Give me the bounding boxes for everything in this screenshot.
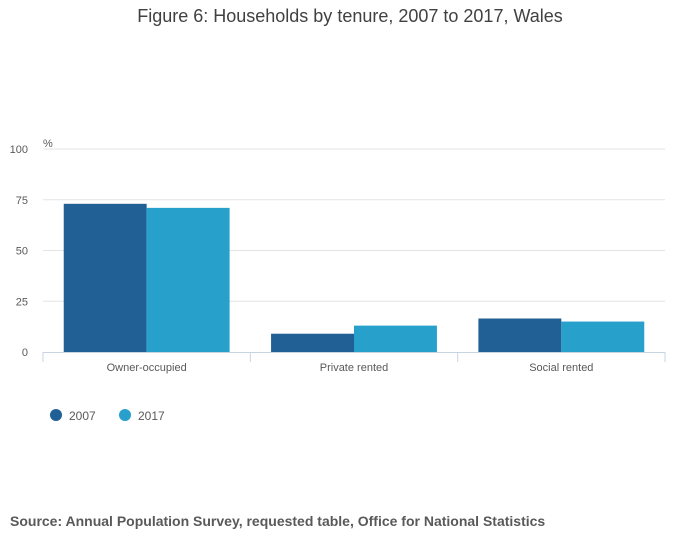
y-tick-label: 25 (16, 296, 28, 308)
bar-2007-social-rented (478, 318, 562, 352)
y-tick-label: 75 (16, 195, 28, 207)
source-note: Source: Annual Population Survey, reques… (10, 513, 546, 529)
y-tick-label: 0 (22, 347, 28, 359)
x-tick-label: Private rented (320, 362, 388, 374)
y-axis: 0 25 50 75 100 (10, 144, 28, 359)
bar-2017-private-rented (354, 325, 437, 352)
bar-2007-private-rented (271, 333, 354, 352)
bars (63, 203, 645, 352)
x-tick-label: Social rented (529, 362, 593, 374)
legend-label: 2007 (69, 409, 96, 423)
legend-marker-2017 (119, 409, 131, 421)
bar-2007-owner-occupied (63, 203, 147, 352)
x-axis: Owner-occupied Private rented Social rente… (42, 352, 666, 374)
legend: 2007 2017 (50, 409, 165, 423)
legend-marker-2007 (50, 409, 62, 421)
y-axis-label: % (43, 138, 53, 150)
y-tick-label: 50 (16, 246, 28, 258)
chart-title: Figure 6: Households by tenure, 2007 to … (137, 6, 563, 26)
y-tick-label: 100 (10, 144, 28, 156)
legend-label: 2017 (138, 409, 165, 423)
bar-2017-owner-occupied (146, 207, 230, 352)
bar-2017-social-rented (561, 321, 645, 352)
x-tick-label: Owner-occupied (107, 362, 187, 374)
